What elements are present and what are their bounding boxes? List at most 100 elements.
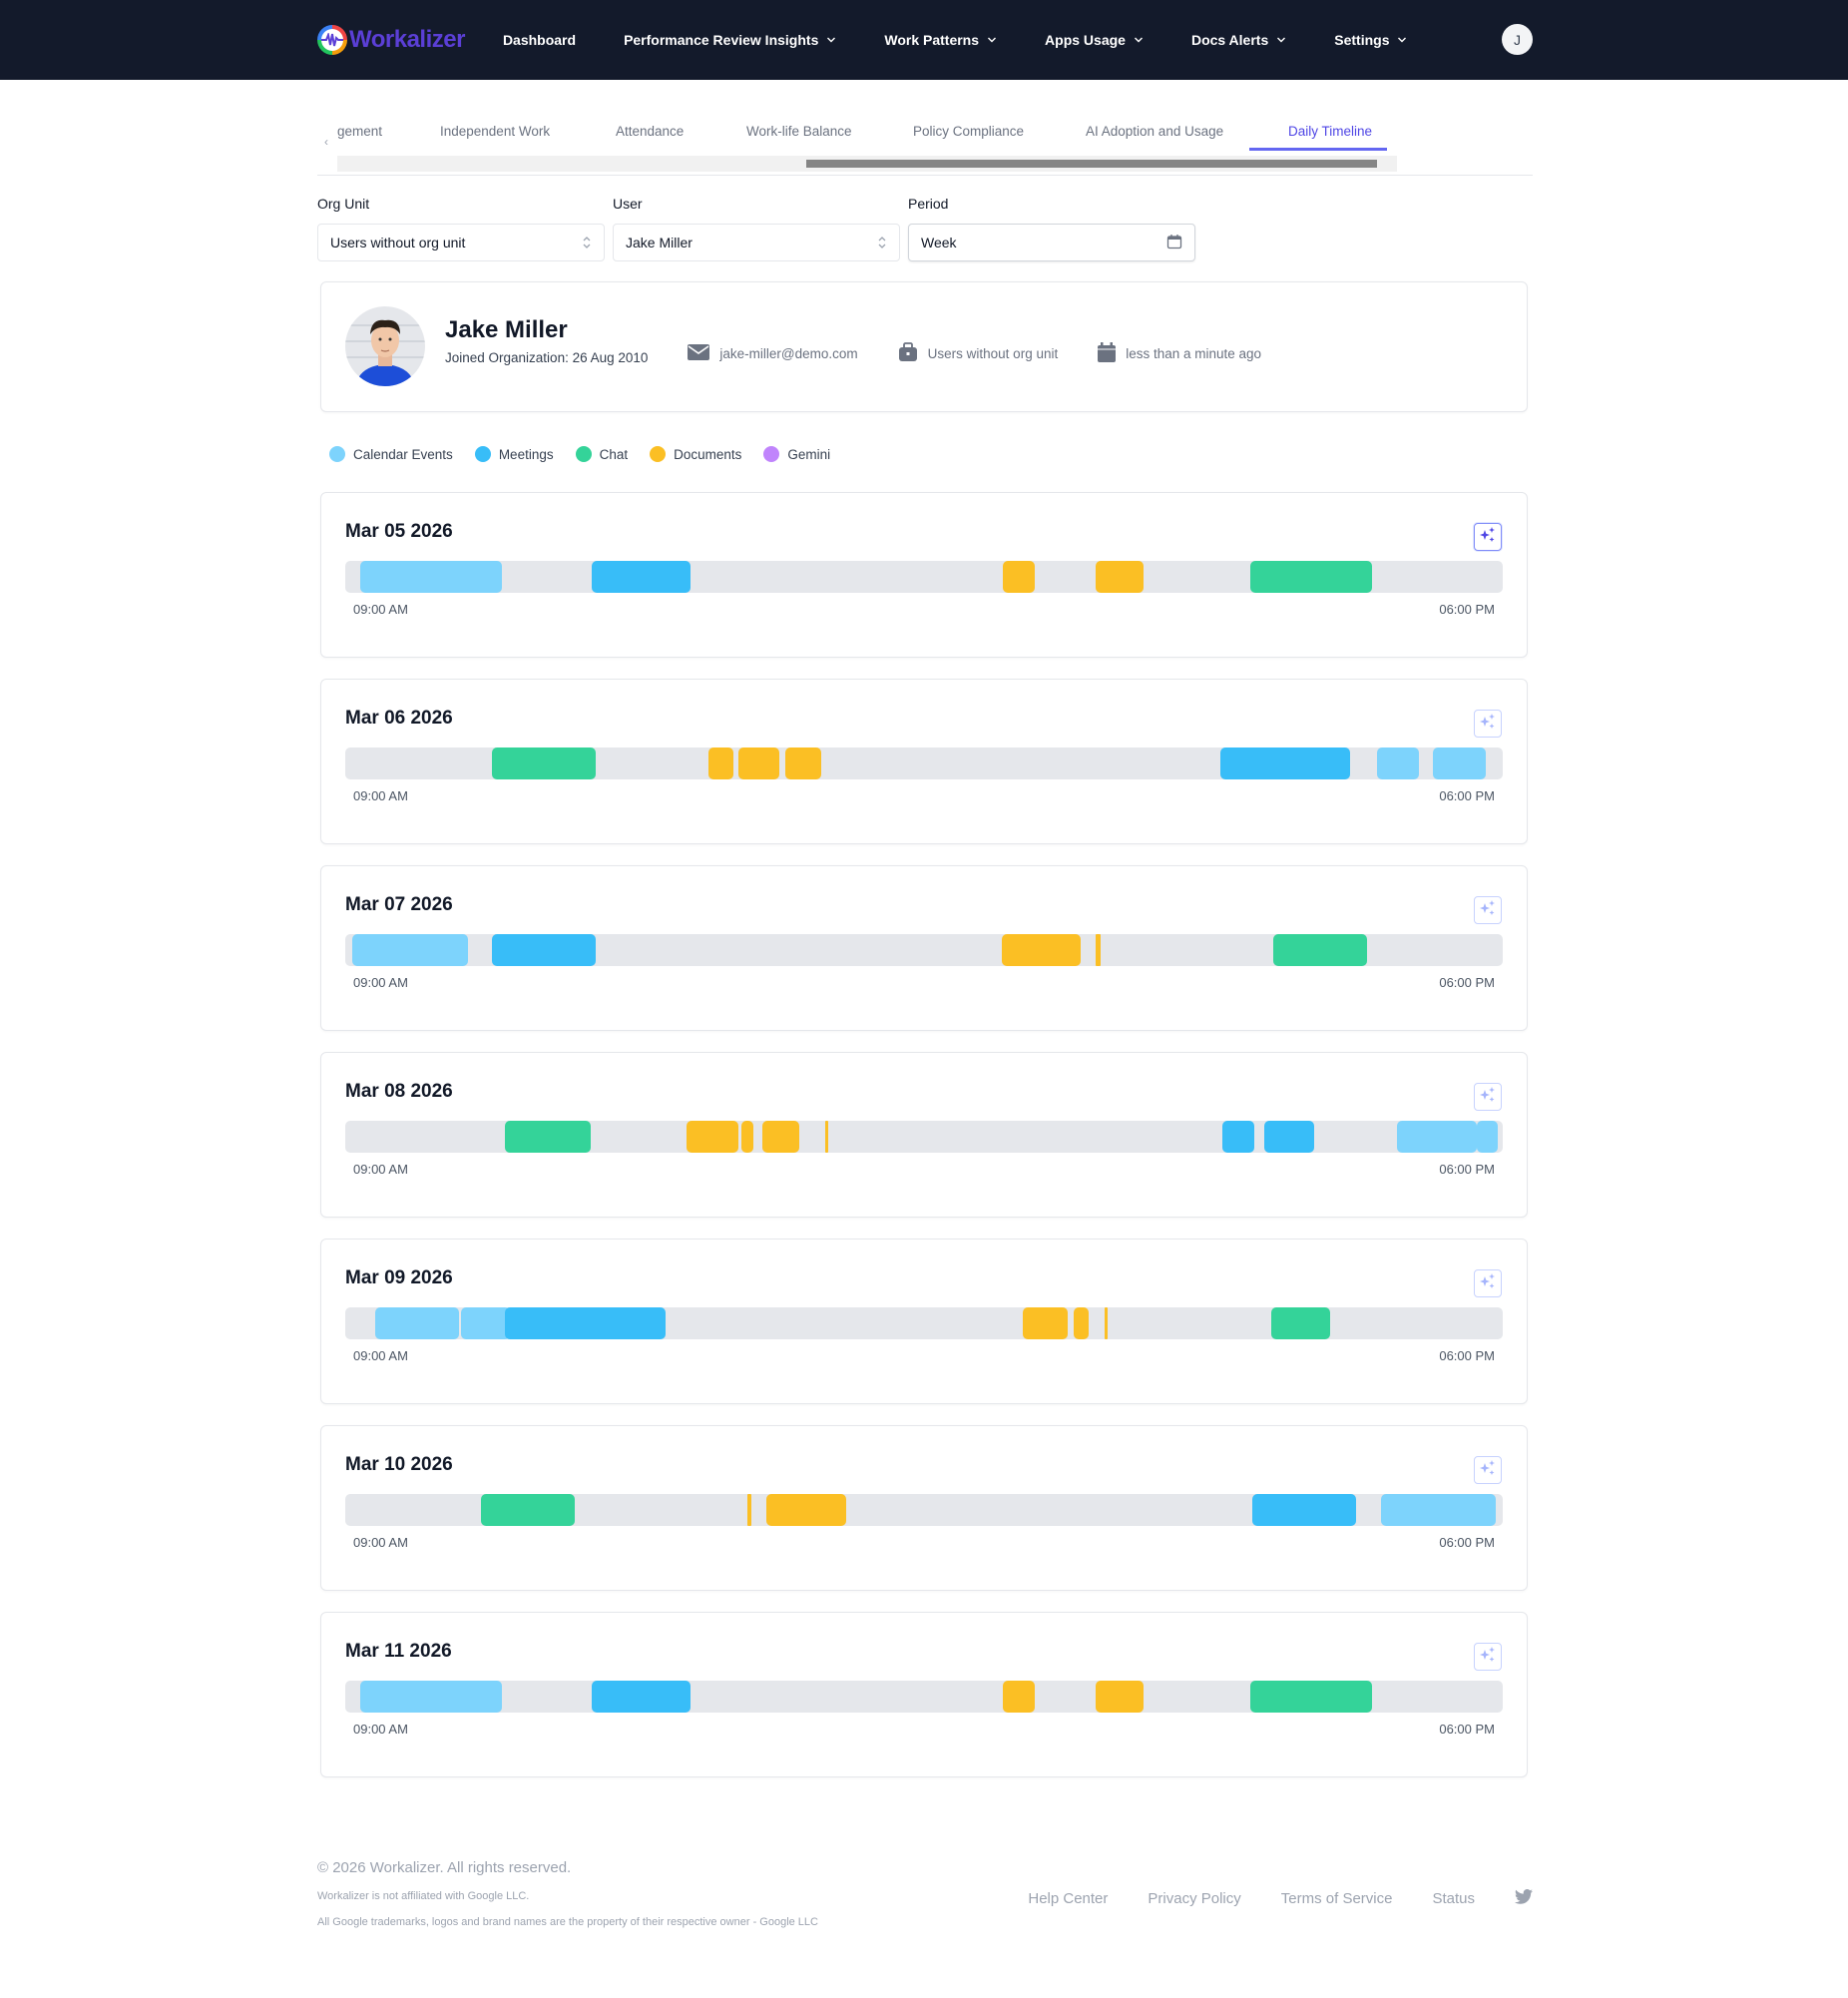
timeline-segment-meetings[interactable] bbox=[1222, 1121, 1254, 1153]
nav-apps-usage[interactable]: Apps Usage bbox=[1045, 32, 1144, 48]
timeline-segment-documents[interactable] bbox=[1002, 1681, 1036, 1713]
timeline-segment-calendar[interactable] bbox=[351, 934, 468, 966]
tab-work-life-balance[interactable]: Work-life Balance bbox=[746, 124, 852, 139]
timeline-segment-calendar[interactable] bbox=[1477, 1121, 1499, 1153]
legend-item-calendar[interactable]: Calendar Events bbox=[329, 446, 453, 462]
timeline-segment-documents[interactable] bbox=[1095, 1681, 1145, 1713]
timeline-track bbox=[345, 934, 1503, 966]
timeline-segment-calendar[interactable] bbox=[1376, 748, 1420, 779]
legend-item-documents[interactable]: Documents bbox=[650, 446, 741, 462]
timeline-segment-calendar[interactable] bbox=[360, 1681, 502, 1713]
timeline-track bbox=[345, 1307, 1503, 1339]
timeline-segment-calendar[interactable] bbox=[461, 1307, 510, 1339]
timeline-segment-meetings[interactable] bbox=[1264, 1121, 1314, 1153]
timeline-segment-calendar[interactable] bbox=[1433, 748, 1486, 779]
timeline-segment-chat[interactable] bbox=[1271, 1307, 1331, 1339]
tab-gement[interactable]: gement bbox=[337, 124, 383, 139]
period-picker[interactable]: Week bbox=[908, 224, 1195, 261]
timeline-end-label: 06:00 PM bbox=[1439, 1535, 1495, 1550]
timeline-end-label: 06:00 PM bbox=[1439, 1722, 1495, 1737]
legend-item-meetings[interactable]: Meetings bbox=[474, 446, 554, 462]
org-unit-value: Users without org unit bbox=[330, 235, 466, 250]
timeline-segment-documents[interactable] bbox=[1022, 1307, 1068, 1339]
copyright-text: © 2026 Workalizer. All rights reserved. bbox=[317, 1859, 572, 1876]
calendar-icon[interactable] bbox=[1166, 234, 1182, 252]
ai-summary-button[interactable] bbox=[1474, 1643, 1502, 1671]
user-label: User bbox=[613, 196, 643, 212]
timeline-segment-documents[interactable] bbox=[1001, 934, 1081, 966]
nav-label: Settings bbox=[1334, 32, 1390, 48]
legend-item-chat[interactable]: Chat bbox=[575, 446, 628, 462]
nav-performance-review-insights[interactable]: Performance Review Insights bbox=[624, 32, 836, 48]
chevron-left-icon: ‹ bbox=[324, 135, 328, 149]
timeline-segment-documents[interactable] bbox=[746, 1494, 752, 1526]
ai-summary-button[interactable] bbox=[1474, 710, 1502, 738]
day-timeline-card: Mar 11 2026 09:00 AM 06:00 PM bbox=[320, 1612, 1528, 1777]
footer-link-status[interactable]: Status bbox=[1432, 1890, 1475, 1907]
ai-summary-button[interactable] bbox=[1474, 1269, 1502, 1297]
day-timeline-card: Mar 06 2026 09:00 AM 06:00 PM bbox=[320, 679, 1528, 844]
timeline-segment-chat[interactable] bbox=[492, 748, 596, 779]
timeline-segment-documents[interactable] bbox=[1104, 1307, 1109, 1339]
tab-scroll-left-button[interactable]: ‹ bbox=[317, 130, 335, 154]
brand-logo[interactable]: Workalizer bbox=[317, 25, 465, 55]
timeline-segment-documents[interactable] bbox=[1095, 561, 1145, 593]
timeline-segment-meetings[interactable] bbox=[592, 561, 691, 593]
timeline-segment-meetings[interactable] bbox=[492, 934, 596, 966]
legend-label: Gemini bbox=[787, 446, 831, 462]
timeline-segment-documents[interactable] bbox=[708, 748, 733, 779]
nav-settings[interactable]: Settings bbox=[1334, 32, 1407, 48]
org-unit-select[interactable]: Users without org unit bbox=[317, 224, 605, 261]
select-arrows-icon bbox=[582, 235, 592, 250]
timeline-segment-meetings[interactable] bbox=[592, 1681, 691, 1713]
tabs-scrollbar-thumb[interactable] bbox=[806, 160, 1377, 168]
tabs-scrollbar[interactable] bbox=[337, 156, 1397, 172]
timeline-segment-calendar[interactable] bbox=[1381, 1494, 1497, 1526]
timeline-segment-chat[interactable] bbox=[1273, 934, 1368, 966]
tab-attendance[interactable]: Attendance bbox=[616, 124, 685, 139]
timeline-segment-calendar[interactable] bbox=[1397, 1121, 1478, 1153]
timeline-segment-documents[interactable] bbox=[1095, 934, 1102, 966]
timeline-segment-meetings[interactable] bbox=[1252, 1494, 1356, 1526]
timeline-segment-chat[interactable] bbox=[505, 1121, 591, 1153]
ai-summary-button[interactable] bbox=[1474, 896, 1502, 924]
timeline-segment-documents[interactable] bbox=[738, 748, 779, 779]
period-value: Week bbox=[921, 235, 957, 250]
twitter-icon[interactable] bbox=[1515, 1889, 1533, 1908]
legend-item-gemini[interactable]: Gemini bbox=[763, 446, 830, 462]
tab-daily-timeline[interactable]: Daily Timeline bbox=[1288, 124, 1373, 139]
timeline-segment-documents[interactable] bbox=[766, 1494, 847, 1526]
timeline-segment-documents[interactable] bbox=[761, 1121, 799, 1153]
section-tabs: gement Independent Work Attendance Work-lif… bbox=[317, 118, 1533, 176]
user-avatar-button[interactable]: J bbox=[1502, 24, 1533, 55]
ai-summary-button[interactable] bbox=[1474, 1083, 1502, 1111]
nav-work-patterns[interactable]: Work Patterns bbox=[884, 32, 997, 48]
timeline-segment-chat[interactable] bbox=[1250, 1681, 1372, 1713]
profile-email-text: jake-miller@demo.com bbox=[719, 346, 858, 361]
nav-dashboard[interactable]: Dashboard bbox=[503, 32, 576, 48]
timeline-segment-calendar[interactable] bbox=[375, 1307, 459, 1339]
ai-summary-button[interactable] bbox=[1474, 523, 1502, 551]
nav-docs-alerts[interactable]: Docs Alerts bbox=[1191, 32, 1286, 48]
timeline-segment-documents[interactable] bbox=[825, 1121, 828, 1153]
timeline-segment-documents[interactable] bbox=[687, 1121, 739, 1153]
tab-policy-compliance[interactable]: Policy Compliance bbox=[913, 124, 1025, 139]
tab-ai-adoption-and-usage[interactable]: AI Adoption and Usage bbox=[1086, 124, 1224, 139]
timeline-segment-chat[interactable] bbox=[1250, 561, 1372, 593]
timeline-segment-calendar[interactable] bbox=[360, 561, 502, 593]
timeline-segment-documents[interactable] bbox=[1002, 561, 1036, 593]
profile-last-seen-text: less than a minute ago bbox=[1126, 346, 1262, 361]
timeline-segment-documents[interactable] bbox=[740, 1121, 754, 1153]
timeline-segment-documents[interactable] bbox=[1073, 1307, 1089, 1339]
nav-label: Apps Usage bbox=[1045, 32, 1126, 48]
footer-link-privacy-policy[interactable]: Privacy Policy bbox=[1148, 1890, 1241, 1907]
user-select[interactable]: Jake Miller bbox=[613, 224, 900, 261]
tab-independent-work[interactable]: Independent Work bbox=[440, 124, 551, 139]
timeline-segment-documents[interactable] bbox=[784, 748, 821, 779]
timeline-segment-meetings[interactable] bbox=[505, 1307, 667, 1339]
ai-summary-button[interactable] bbox=[1474, 1456, 1502, 1484]
timeline-segment-chat[interactable] bbox=[480, 1494, 575, 1526]
footer-link-help-center[interactable]: Help Center bbox=[1028, 1890, 1109, 1907]
timeline-segment-meetings[interactable] bbox=[1219, 748, 1350, 779]
footer-link-terms-of-service[interactable]: Terms of Service bbox=[1280, 1890, 1393, 1907]
